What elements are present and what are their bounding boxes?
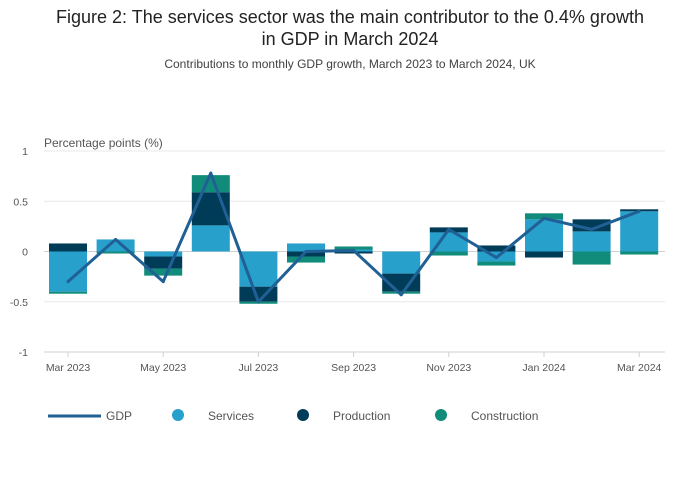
gdp-point xyxy=(352,248,356,252)
gdp-point xyxy=(637,209,641,213)
x-tick-label: May 2023 xyxy=(140,362,186,374)
bar-production-dec-2023 xyxy=(477,245,516,252)
bar-construction-nov-2023 xyxy=(429,251,468,256)
bar-production-jan-2024 xyxy=(525,251,563,258)
legend: GDP Services Production Construction xyxy=(48,409,538,423)
bar-construction-apr-2023 xyxy=(96,251,135,254)
legend-item-gdp[interactable]: GDP xyxy=(48,409,132,423)
y-tick-label: -1 xyxy=(19,347,28,359)
legend-swatch-dot xyxy=(435,409,447,421)
y-tick-label: -0.5 xyxy=(10,297,28,309)
gdp-line-layer xyxy=(66,171,641,304)
gdp-point xyxy=(590,227,594,231)
gdp-point xyxy=(114,237,118,241)
bars xyxy=(49,175,659,304)
chart-title-line-1: Figure 2: The services sector was the ma… xyxy=(56,7,644,27)
bar-services-nov-2023 xyxy=(429,232,468,252)
x-tick-label: Nov 2023 xyxy=(426,362,471,374)
bar-construction-mar-2023 xyxy=(49,291,87,294)
gdp-point xyxy=(399,293,403,297)
bar-services-may-2023 xyxy=(144,251,183,257)
bar-construction-aug-2023 xyxy=(287,256,325,263)
legend-label: Construction xyxy=(471,409,538,423)
x-tick-label: Jan 2024 xyxy=(522,362,565,374)
bar-construction-jun-2023 xyxy=(191,175,230,193)
bar-services-jan-2024 xyxy=(525,219,563,252)
legend-item-construction[interactable]: Construction xyxy=(435,409,538,423)
bar-construction-jan-2024 xyxy=(525,213,563,220)
x-tick-label: Jul 2023 xyxy=(239,362,279,374)
gdp-point xyxy=(256,300,260,304)
y-axis-label: Percentage points (%) xyxy=(44,136,163,150)
y-tick-label: 0.5 xyxy=(13,196,28,208)
bar-construction-feb-2024 xyxy=(572,251,611,265)
x-tick-label: Sep 2023 xyxy=(331,362,376,374)
legend-item-production[interactable]: Production xyxy=(297,409,390,423)
bar-construction-dec-2023 xyxy=(477,261,516,266)
chart-subtitle: Contributions to monthly GDP growth, Mar… xyxy=(164,57,536,71)
y-axis: 1 0.5 0 -0.5 -1 xyxy=(10,146,28,359)
legend-label: Production xyxy=(333,409,390,423)
gdp-point xyxy=(542,216,546,220)
y-tick-label: 0 xyxy=(22,247,28,259)
bar-construction-mar-2024 xyxy=(620,251,659,255)
gdp-point xyxy=(209,171,213,175)
bar-services-mar-2024 xyxy=(620,211,659,252)
chart-title-line-2: in GDP in March 2024 xyxy=(261,29,439,49)
gdp-point xyxy=(304,250,308,253)
legend-swatch-dot xyxy=(172,409,184,421)
legend-label: GDP xyxy=(106,409,132,423)
bar-services-aug-2023 xyxy=(287,243,325,252)
gdp-point xyxy=(494,256,498,260)
bar-services-oct-2023 xyxy=(382,251,421,274)
gdp-point xyxy=(66,280,70,284)
x-tick-label: Mar 2023 xyxy=(46,362,91,374)
bar-services-jun-2023 xyxy=(191,225,230,252)
x-axis: Mar 2023 May 2023 Jul 2023 Sep 2023 Nov 2023… xyxy=(44,351,665,374)
gdp-point xyxy=(161,280,165,284)
bar-production-may-2023 xyxy=(144,256,183,269)
bar-services-feb-2024 xyxy=(572,231,611,252)
y-tick-label: 1 xyxy=(22,146,28,158)
legend-swatch-dot xyxy=(297,409,309,421)
bar-construction-sep-2023 xyxy=(334,246,373,250)
legend-item-services[interactable]: Services xyxy=(172,409,254,423)
x-tick-label: Mar 2024 xyxy=(617,362,662,374)
bar-production-aug-2023 xyxy=(287,251,325,257)
chart-title: Figure 2: The services sector was the ma… xyxy=(20,6,680,50)
bar-production-mar-2023 xyxy=(49,243,87,252)
gdp-point xyxy=(447,227,451,231)
bar-construction-may-2023 xyxy=(144,268,183,276)
legend-label: Services xyxy=(208,409,254,423)
